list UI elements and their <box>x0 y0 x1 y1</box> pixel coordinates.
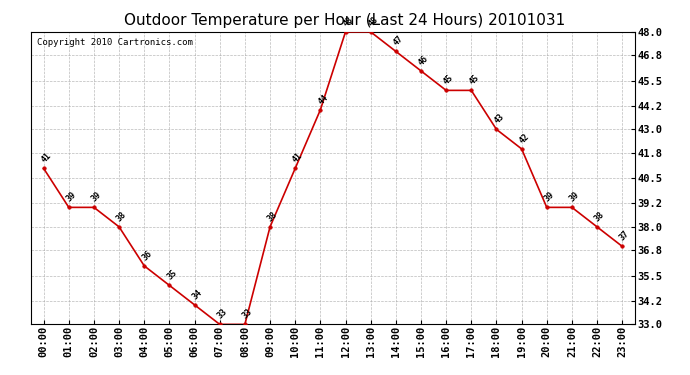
Text: Outdoor Temperature per Hour (Last 24 Hours) 20101031: Outdoor Temperature per Hour (Last 24 Ho… <box>124 13 566 28</box>
Text: 39: 39 <box>65 190 78 204</box>
Text: 47: 47 <box>392 34 405 48</box>
Text: 42: 42 <box>518 132 531 146</box>
Text: 34: 34 <box>190 288 204 302</box>
Text: 45: 45 <box>442 74 455 87</box>
Text: 44: 44 <box>316 93 330 106</box>
Text: 39: 39 <box>90 190 104 204</box>
Text: 41: 41 <box>291 152 304 165</box>
Text: 48: 48 <box>366 15 380 28</box>
Text: 37: 37 <box>618 230 631 243</box>
Text: 35: 35 <box>165 268 179 282</box>
Text: 33: 33 <box>215 308 229 321</box>
Text: 39: 39 <box>542 190 556 204</box>
Text: Copyright 2010 Cartronics.com: Copyright 2010 Cartronics.com <box>37 38 193 47</box>
Text: 36: 36 <box>140 249 153 262</box>
Text: 38: 38 <box>266 210 279 224</box>
Text: 38: 38 <box>593 210 607 224</box>
Text: 38: 38 <box>115 210 128 224</box>
Text: 39: 39 <box>568 190 581 204</box>
Text: 43: 43 <box>492 112 506 126</box>
Text: 48: 48 <box>342 15 355 28</box>
Text: 41: 41 <box>39 152 53 165</box>
Text: 45: 45 <box>467 74 480 87</box>
Text: 33: 33 <box>241 308 254 321</box>
Text: 46: 46 <box>417 54 431 68</box>
